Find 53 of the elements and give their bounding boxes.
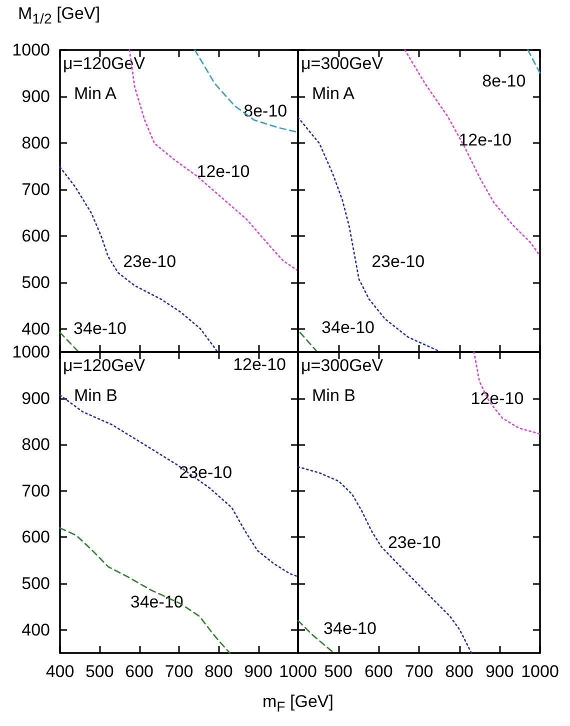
y-tick-label: 500: [22, 272, 50, 292]
y-tick-label: 700: [22, 481, 50, 500]
y-tick-label: 400: [22, 319, 50, 338]
x-tick-label: 400: [46, 662, 74, 681]
series-label: 8e-10: [244, 102, 288, 121]
x-tick-label: 800: [445, 662, 474, 681]
y-tick-label: 1000: [12, 342, 50, 362]
annotation: Min B: [74, 386, 118, 405]
x-tick-label: 600: [364, 662, 393, 681]
annotation: Min B: [312, 386, 356, 405]
series-label: 23e-10: [372, 252, 425, 272]
x-tick-label: 700: [404, 662, 434, 681]
y-tick-label: 500: [22, 574, 50, 594]
y-tick-label: 400: [22, 620, 50, 640]
y-tick-label: 600: [22, 226, 50, 246]
annotation: Min A: [74, 84, 118, 103]
line-series: [194, 49, 299, 133]
y-tick-label: 900: [22, 388, 50, 408]
series-label: 8e-10: [482, 72, 526, 90]
annotation: μ=120GeV: [63, 356, 146, 375]
annotation: Min A: [312, 84, 356, 103]
x-tick-label: 500: [324, 662, 353, 681]
series-label: 12e-10: [470, 389, 524, 408]
series-label: 34e-10: [324, 619, 376, 638]
series-label: 34e-10: [322, 318, 374, 337]
series-label: 23e-10: [179, 463, 232, 482]
series-label: 12e-10: [196, 162, 250, 181]
series-label: 34e-10: [130, 592, 184, 612]
annotation: μ=300GeV: [301, 54, 384, 73]
series-label: 34e-10: [74, 318, 126, 338]
line-series: [59, 527, 230, 654]
series-label: 12e-10: [458, 130, 512, 150]
x-axis-title: m$_{F}$ [GeV]: [261, 692, 334, 716]
y-tick-label: 600: [22, 528, 50, 547]
y-tick-label: 800: [22, 133, 50, 152]
annotation: μ=120GeV: [63, 54, 146, 73]
series-label: 23e-10: [388, 533, 441, 552]
annotation: μ=300GeV: [301, 356, 384, 375]
y-tick-label: 700: [22, 180, 50, 199]
y-tick-label: 800: [22, 435, 50, 454]
annotation: 12e-10: [233, 355, 286, 374]
y-tick-label: 900: [22, 86, 50, 106]
x-tick-label: 900: [244, 662, 273, 681]
x-tick-label: 900: [485, 662, 514, 681]
x-tick-label: 800: [204, 662, 233, 681]
y-axis-title: M$_{1/2}$ [GeV]: [18, 4, 100, 28]
x-tick-label: 600: [125, 662, 154, 681]
series-label: 23e-10: [123, 252, 176, 272]
x-tick-label: 1000: [521, 662, 559, 681]
x-tick-label: 500: [85, 662, 114, 681]
y-tick-label: 1000: [12, 40, 50, 60]
x-tick-label: 1000: [279, 662, 317, 681]
x-tick-label: 700: [164, 662, 194, 681]
